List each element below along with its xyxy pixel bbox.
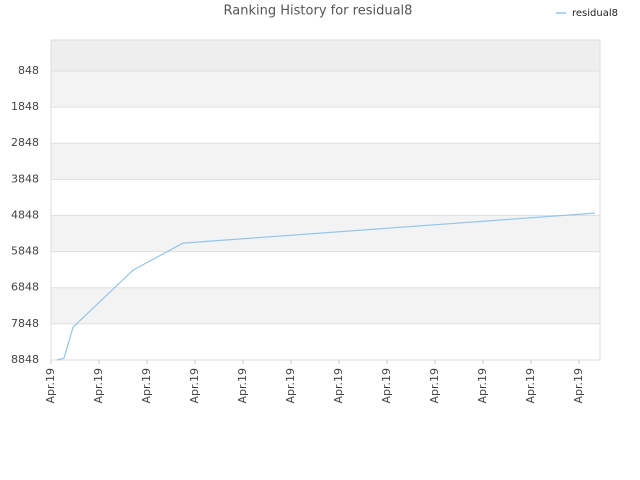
plot-band: [51, 287, 600, 324]
x-tick-label: Apr.19: [332, 368, 345, 404]
plot-band: [51, 215, 600, 252]
plot-band: [51, 107, 600, 144]
y-tick-label: 1848: [11, 100, 39, 113]
x-tick-label: Apr.19: [572, 368, 585, 404]
plot-band: [51, 70, 600, 108]
chart-title: Ranking History for residual8: [224, 4, 413, 19]
y-tick-label: 2848: [11, 136, 39, 149]
plot-band: [51, 40, 600, 71]
plot-band: [51, 143, 600, 180]
y-tick-label: 3848: [11, 172, 39, 185]
y-tick-label: 7848: [11, 317, 39, 330]
x-tick-label: Apr.19: [236, 368, 249, 404]
y-tick-label: 8848: [11, 353, 39, 366]
x-tick-label: Apr.19: [284, 368, 297, 404]
plot-band: [51, 179, 600, 216]
x-tick-label: Apr.19: [92, 368, 105, 404]
legend-label: residual8: [572, 8, 618, 19]
plot-band: [51, 323, 600, 360]
x-tick-label: Apr.19: [44, 368, 57, 404]
series-line: [56, 212, 595, 361]
x-tick-label: Apr.19: [476, 368, 489, 404]
y-tick-label: 4848: [11, 208, 39, 221]
x-tick-label: Apr.19: [140, 368, 153, 404]
x-tick-label: Apr.19: [380, 368, 393, 404]
y-tick-label: 5848: [11, 245, 39, 258]
y-tick-label: 848: [18, 64, 39, 77]
plot-band: [51, 251, 600, 288]
x-tick-label: Apr.19: [428, 368, 441, 404]
plot-frame: [50, 39, 601, 361]
y-tick-label: 6848: [11, 281, 39, 294]
x-tick-label: Apr.19: [524, 368, 537, 404]
x-tick-label: Apr.19: [188, 368, 201, 404]
